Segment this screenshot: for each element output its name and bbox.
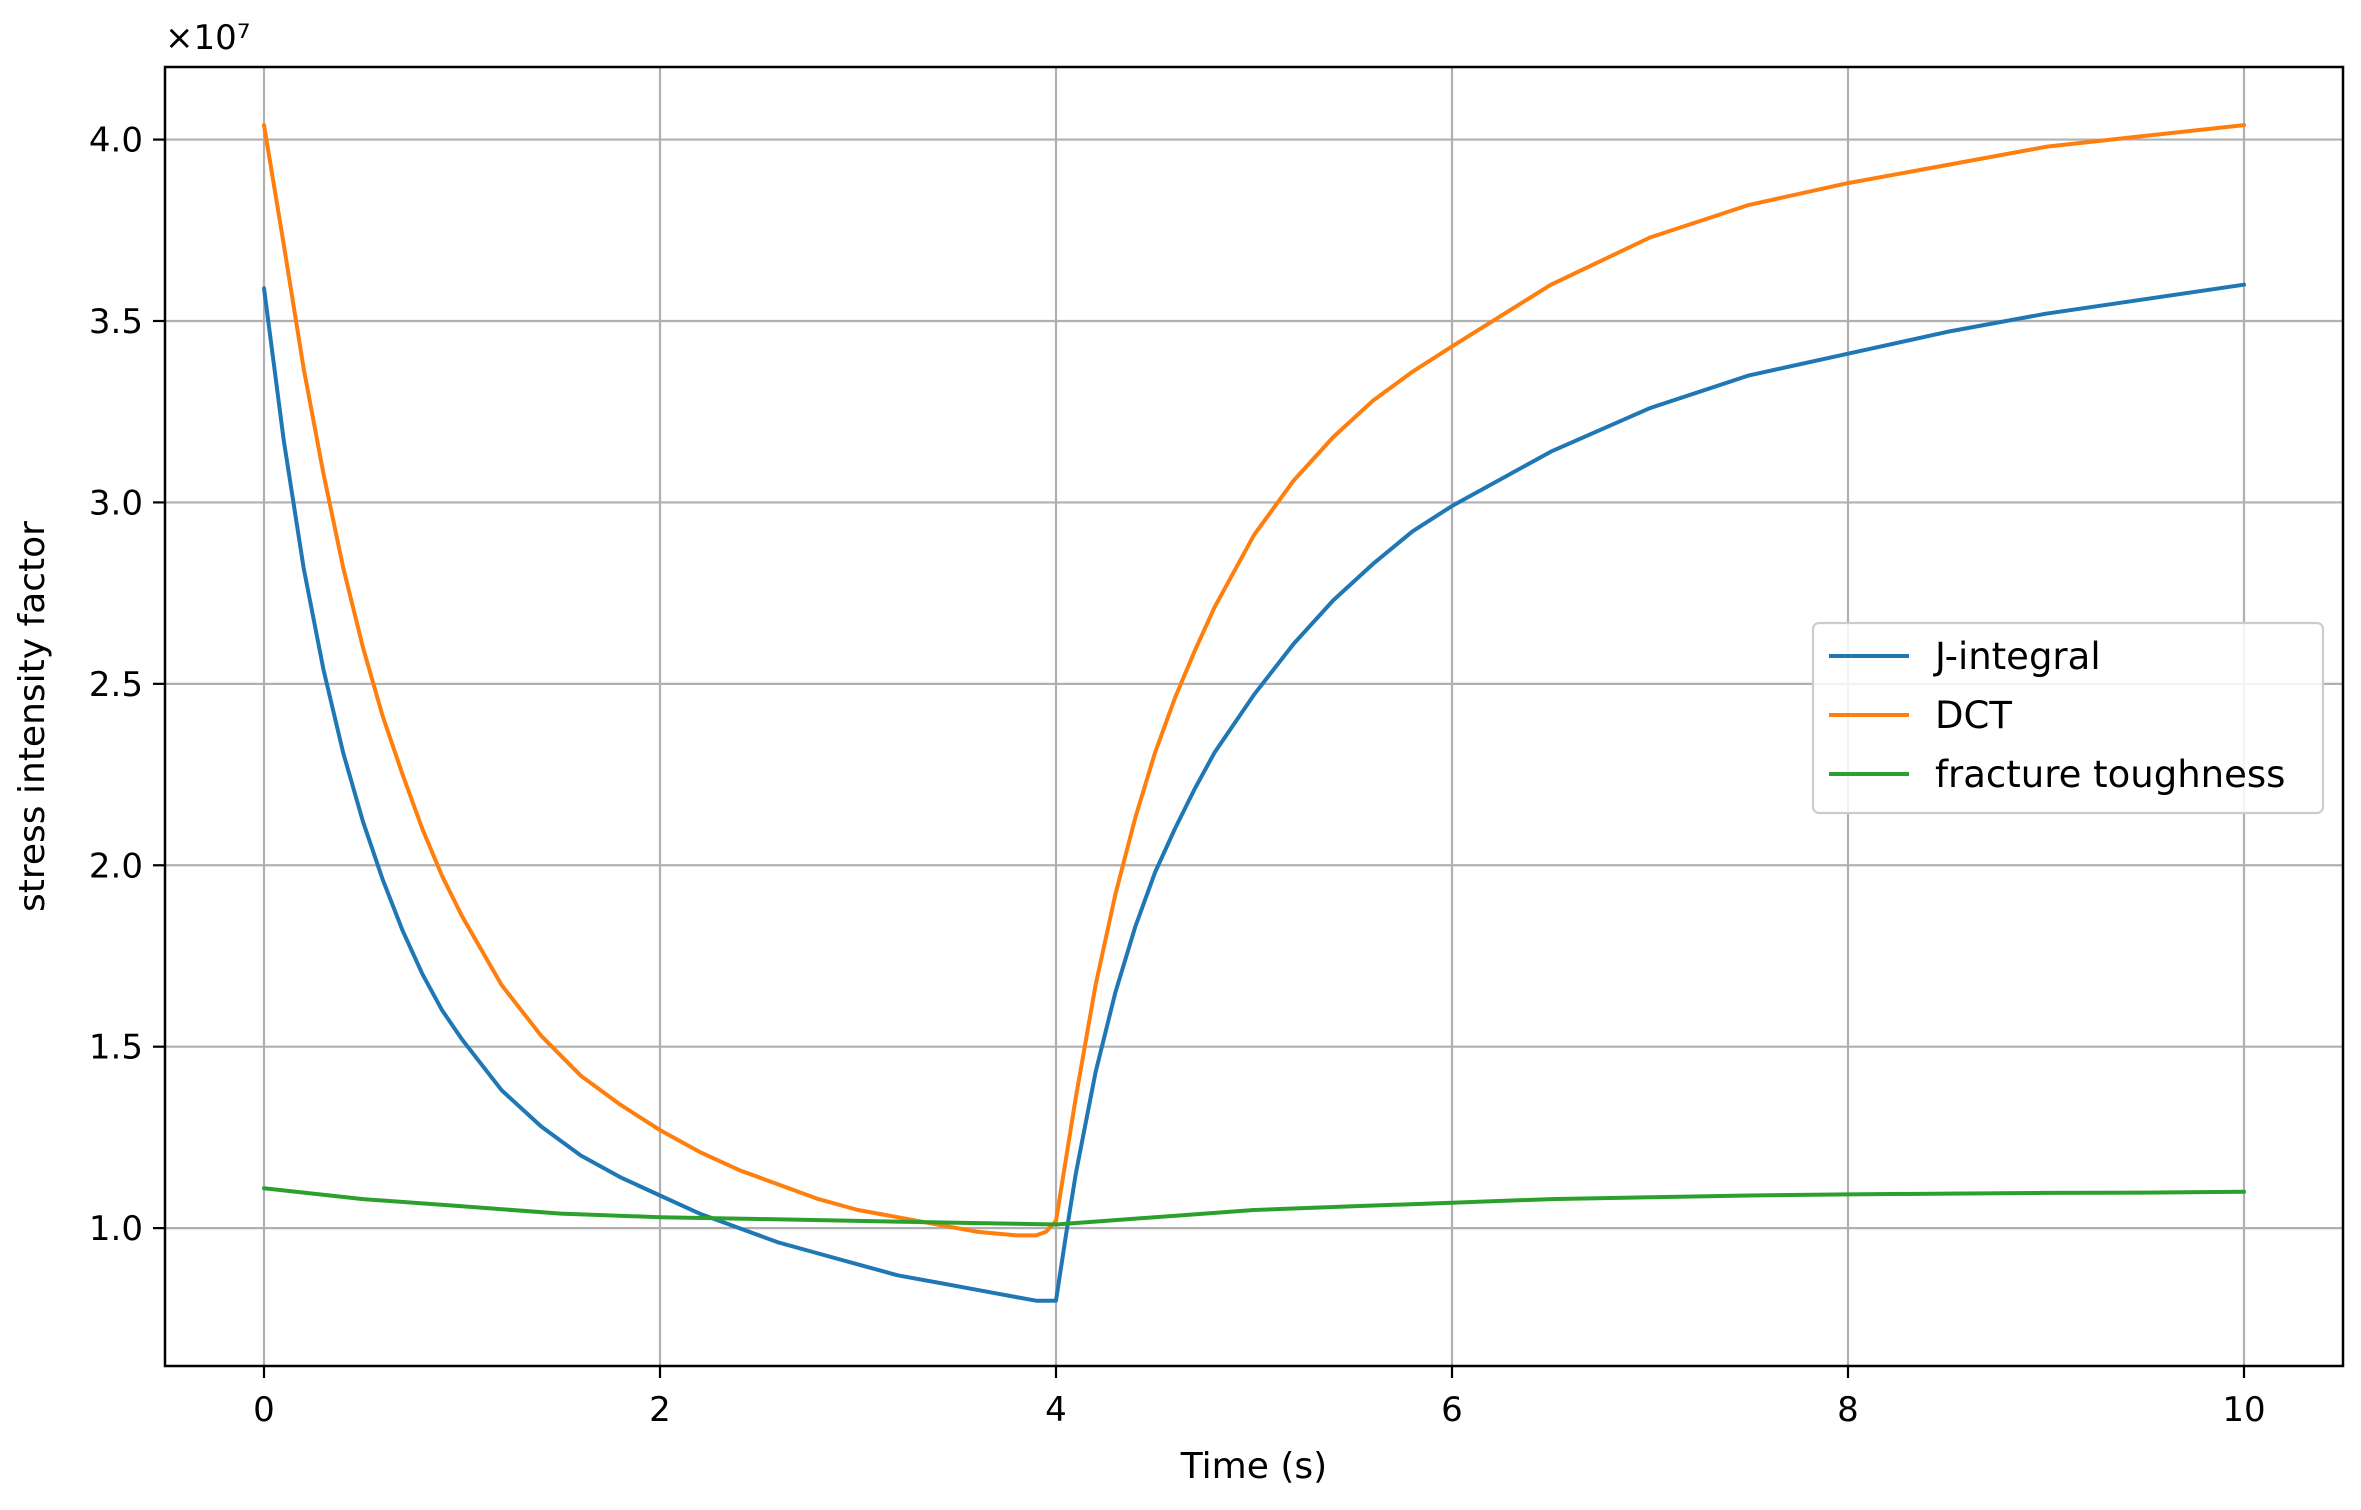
series-line-2 (262, 1186, 2246, 1227)
y-tick-label: 3.5 (89, 302, 143, 342)
legend: J-integral DCT fracture toughness (1811, 621, 2325, 815)
series-line-0 (262, 282, 2246, 1303)
x-axis-label: Time (s) (1180, 1446, 1327, 1487)
y-tick-label: 1.5 (89, 1028, 143, 1068)
y-offset-label: ×10⁷ (165, 18, 250, 58)
legend-label-1: DCT (1935, 694, 2012, 737)
legend-label-2: fracture toughness (1935, 753, 2285, 796)
x-tick-label: 10 (2222, 1390, 2265, 1430)
y-tick-label: 2.5 (89, 665, 143, 705)
y-tick-label: 4.0 (89, 121, 143, 161)
series-line-1 (262, 123, 2246, 1238)
x-tick-label: 2 (649, 1390, 671, 1430)
ticks-layer: 0 2 4 6 8 10 1.0 1.5 2.0 2.5 3.0 3.5 4.0 (89, 121, 2266, 1430)
y-tick-label: 1.0 (89, 1209, 143, 1249)
series-layer (262, 123, 2246, 1303)
x-tick-label: 4 (1045, 1390, 1067, 1430)
x-tick-label: 0 (253, 1390, 275, 1430)
plot-frame (163, 65, 2345, 1368)
x-tick-label: 8 (1837, 1390, 1859, 1430)
legend-box (1811, 621, 2325, 815)
y-tick-label: 3.0 (89, 483, 143, 523)
y-axis-label: stress intensity factor (12, 521, 53, 912)
legend-label-0: J-integral (1933, 635, 2101, 678)
y-tick-label: 2.0 (89, 846, 143, 886)
x-tick-label: 6 (1441, 1390, 1463, 1430)
